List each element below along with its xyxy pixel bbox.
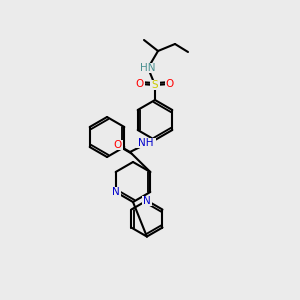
Text: S: S (152, 80, 158, 90)
Text: O: O (114, 140, 122, 150)
FancyBboxPatch shape (136, 138, 156, 148)
FancyBboxPatch shape (111, 187, 121, 197)
Text: N: N (112, 187, 120, 197)
FancyBboxPatch shape (135, 79, 145, 89)
Text: HN: HN (140, 63, 156, 73)
FancyBboxPatch shape (142, 196, 152, 206)
FancyBboxPatch shape (150, 80, 160, 90)
Text: O: O (136, 79, 144, 89)
FancyBboxPatch shape (113, 140, 123, 150)
FancyBboxPatch shape (165, 79, 175, 89)
Text: NH: NH (138, 138, 154, 148)
FancyBboxPatch shape (140, 63, 156, 73)
Text: O: O (166, 79, 174, 89)
Text: N: N (143, 196, 151, 206)
